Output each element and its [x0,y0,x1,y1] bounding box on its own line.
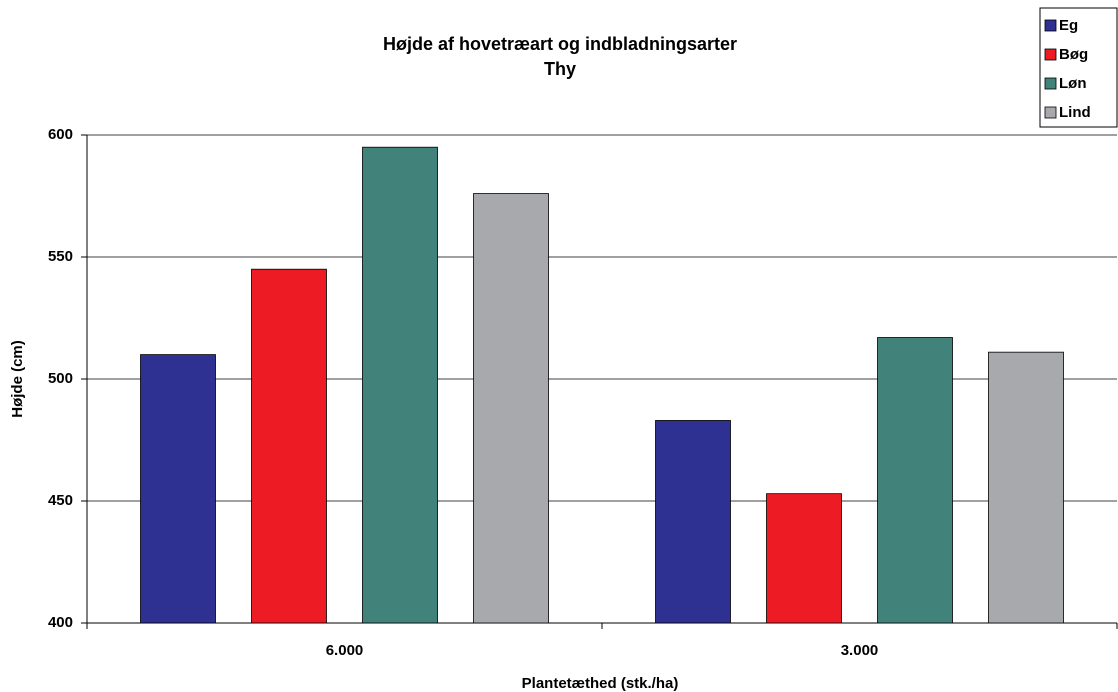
y-tick-label: 500 [48,370,73,387]
legend-label: Løn [1059,75,1087,92]
legend-label: Bøg [1059,46,1088,63]
x-axis-label: Plantetæthed (stk./ha) [522,675,679,692]
bar [766,493,842,624]
x-tick-label: 6.000 [326,642,364,659]
legend-swatch [1044,77,1057,90]
bar [473,193,549,624]
bar [877,337,953,624]
legend-swatch [1044,106,1057,119]
x-tick-label: 3.000 [841,642,879,659]
legend-swatch [1044,19,1057,32]
y-tick-label: 400 [48,614,73,631]
legend-label: Eg [1059,17,1078,34]
bar [655,420,731,624]
legend-label: Lind [1059,104,1091,121]
chart-subtitle: Thy [544,59,576,79]
y-axis-label: Højde (cm) [9,340,26,418]
y-tick-label: 450 [48,492,73,509]
bar [140,354,216,624]
bar [988,351,1064,624]
legend-swatch [1044,48,1057,61]
bar [251,268,327,624]
y-tick-label: 550 [48,248,73,265]
y-tick-label: 600 [48,126,73,143]
chart-title: Højde af hovetræart og indbladningsarter [383,34,737,54]
bar [362,146,438,624]
